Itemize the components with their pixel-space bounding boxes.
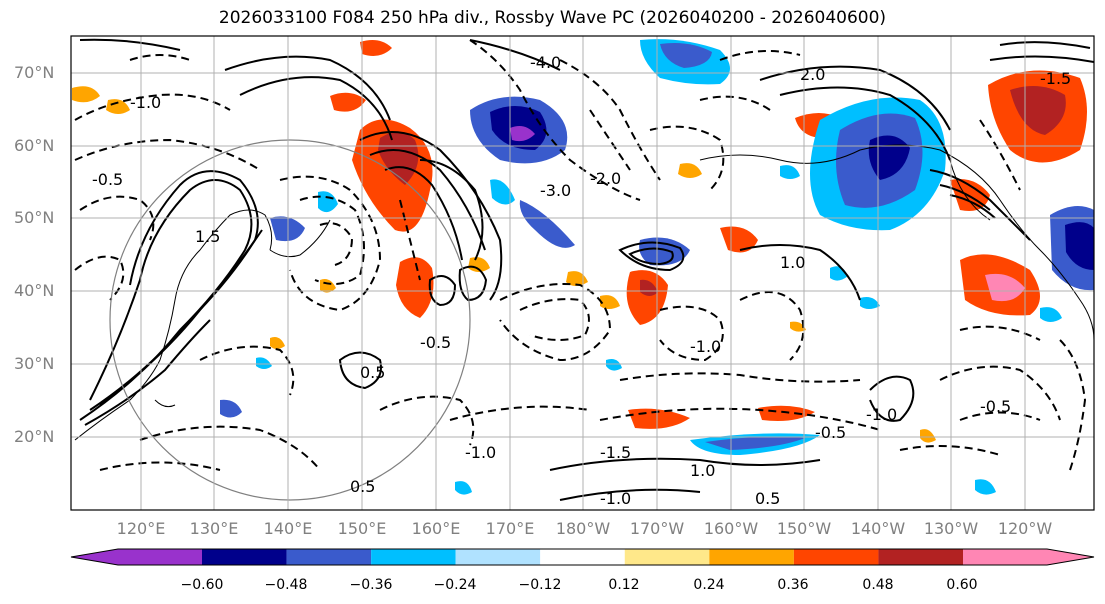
contour-label: -4.0 [530,53,561,72]
colorbar-label: −0.12 [518,577,562,593]
contour-label: 2.0 [800,65,825,84]
lat-label-20: 20°N [14,427,55,446]
contour-label: -0.5 [92,170,123,189]
lon-label: 120°E [116,519,166,538]
colorbar-outline [70,548,1095,566]
lon-label: 140°E [263,519,313,538]
colorbar-label: 0.24 [693,577,725,593]
colorbar-segment [202,549,287,565]
lat-label-50: 50°N [14,208,55,227]
colorbar-segment [71,549,202,565]
lon-label: 170°W [629,519,685,538]
colorbar-label: 0.36 [777,577,809,593]
lon-label: 160°W [703,519,759,538]
lat-label-30: 30°N [14,354,55,373]
colorbar-label: −0.24 [433,577,477,593]
contour-label: -0.5 [815,423,846,442]
coastlines [74,144,1094,441]
lat-label-40: 40°N [14,281,55,300]
colorbar-label: 0.48 [862,577,894,593]
contour-label: -2.0 [590,169,621,188]
lon-label: 160°E [411,519,461,538]
contour-label: 0.5 [360,363,385,382]
colorbar-label: 0.60 [946,577,978,593]
contour-labels: -1.0 -0.5 -4.0 2.0 -1.5 1.5 -2.0 -3.0 0.… [92,53,1071,508]
dashed-contours [74,39,1087,471]
contour-label: -1.0 [600,489,631,508]
solid-contours [79,38,1094,501]
colorbar-label: −0.60 [180,577,224,593]
contour-label: -1.0 [866,405,897,424]
colorbar-label: −0.36 [349,577,393,593]
contour-label: -3.0 [540,181,571,200]
colorbar-segment [793,549,879,565]
contour-label: -1.5 [1040,69,1071,88]
lat-label-70: 70°N [14,63,55,82]
contour-label: -1.0 [130,93,161,112]
contour-label: -1.0 [690,337,721,356]
colorbar-label: −0.48 [264,577,308,593]
colorbar [70,548,1095,566]
map-title: 2026033100 F084 250 hPa div., Rossby Wav… [218,8,887,28]
lon-label: 150°E [337,519,387,538]
colorbar-segment [540,549,625,565]
colorbar-segment [455,549,541,565]
contour-label: 1.5 [195,227,220,246]
colorbar-segment [286,549,372,565]
lon-label: 170°E [485,519,535,538]
contour-label: 1.0 [690,461,715,480]
contour-label: -1.0 [465,443,496,462]
divergence-shading [72,39,1094,495]
colorbar-segment [878,549,963,565]
colorbar-segment [709,549,794,565]
contour-label: -0.5 [980,397,1011,416]
contour-label: 0.5 [755,489,780,508]
map-frame [70,35,1095,511]
lon-label: 180°W [555,519,611,538]
contour-label: 0.5 [350,477,375,496]
colorbar-segment [624,549,710,565]
lon-label: 140°W [850,519,906,538]
lat-label-60: 60°N [14,136,55,155]
lon-label: 130°E [189,519,239,538]
contour-label: -0.5 [420,333,451,352]
lon-label: 150°W [776,519,832,538]
contour-label: 1.0 [780,253,805,272]
colorbar-segment [371,549,456,565]
gridlines [71,36,1094,510]
colorbar-segment [963,549,1094,565]
lon-label: 130°W [923,519,979,538]
lon-label: 120°W [997,519,1053,538]
colorbar-label: 0.12 [608,577,640,593]
contour-label: -1.5 [600,443,631,462]
range-circle [109,139,471,501]
